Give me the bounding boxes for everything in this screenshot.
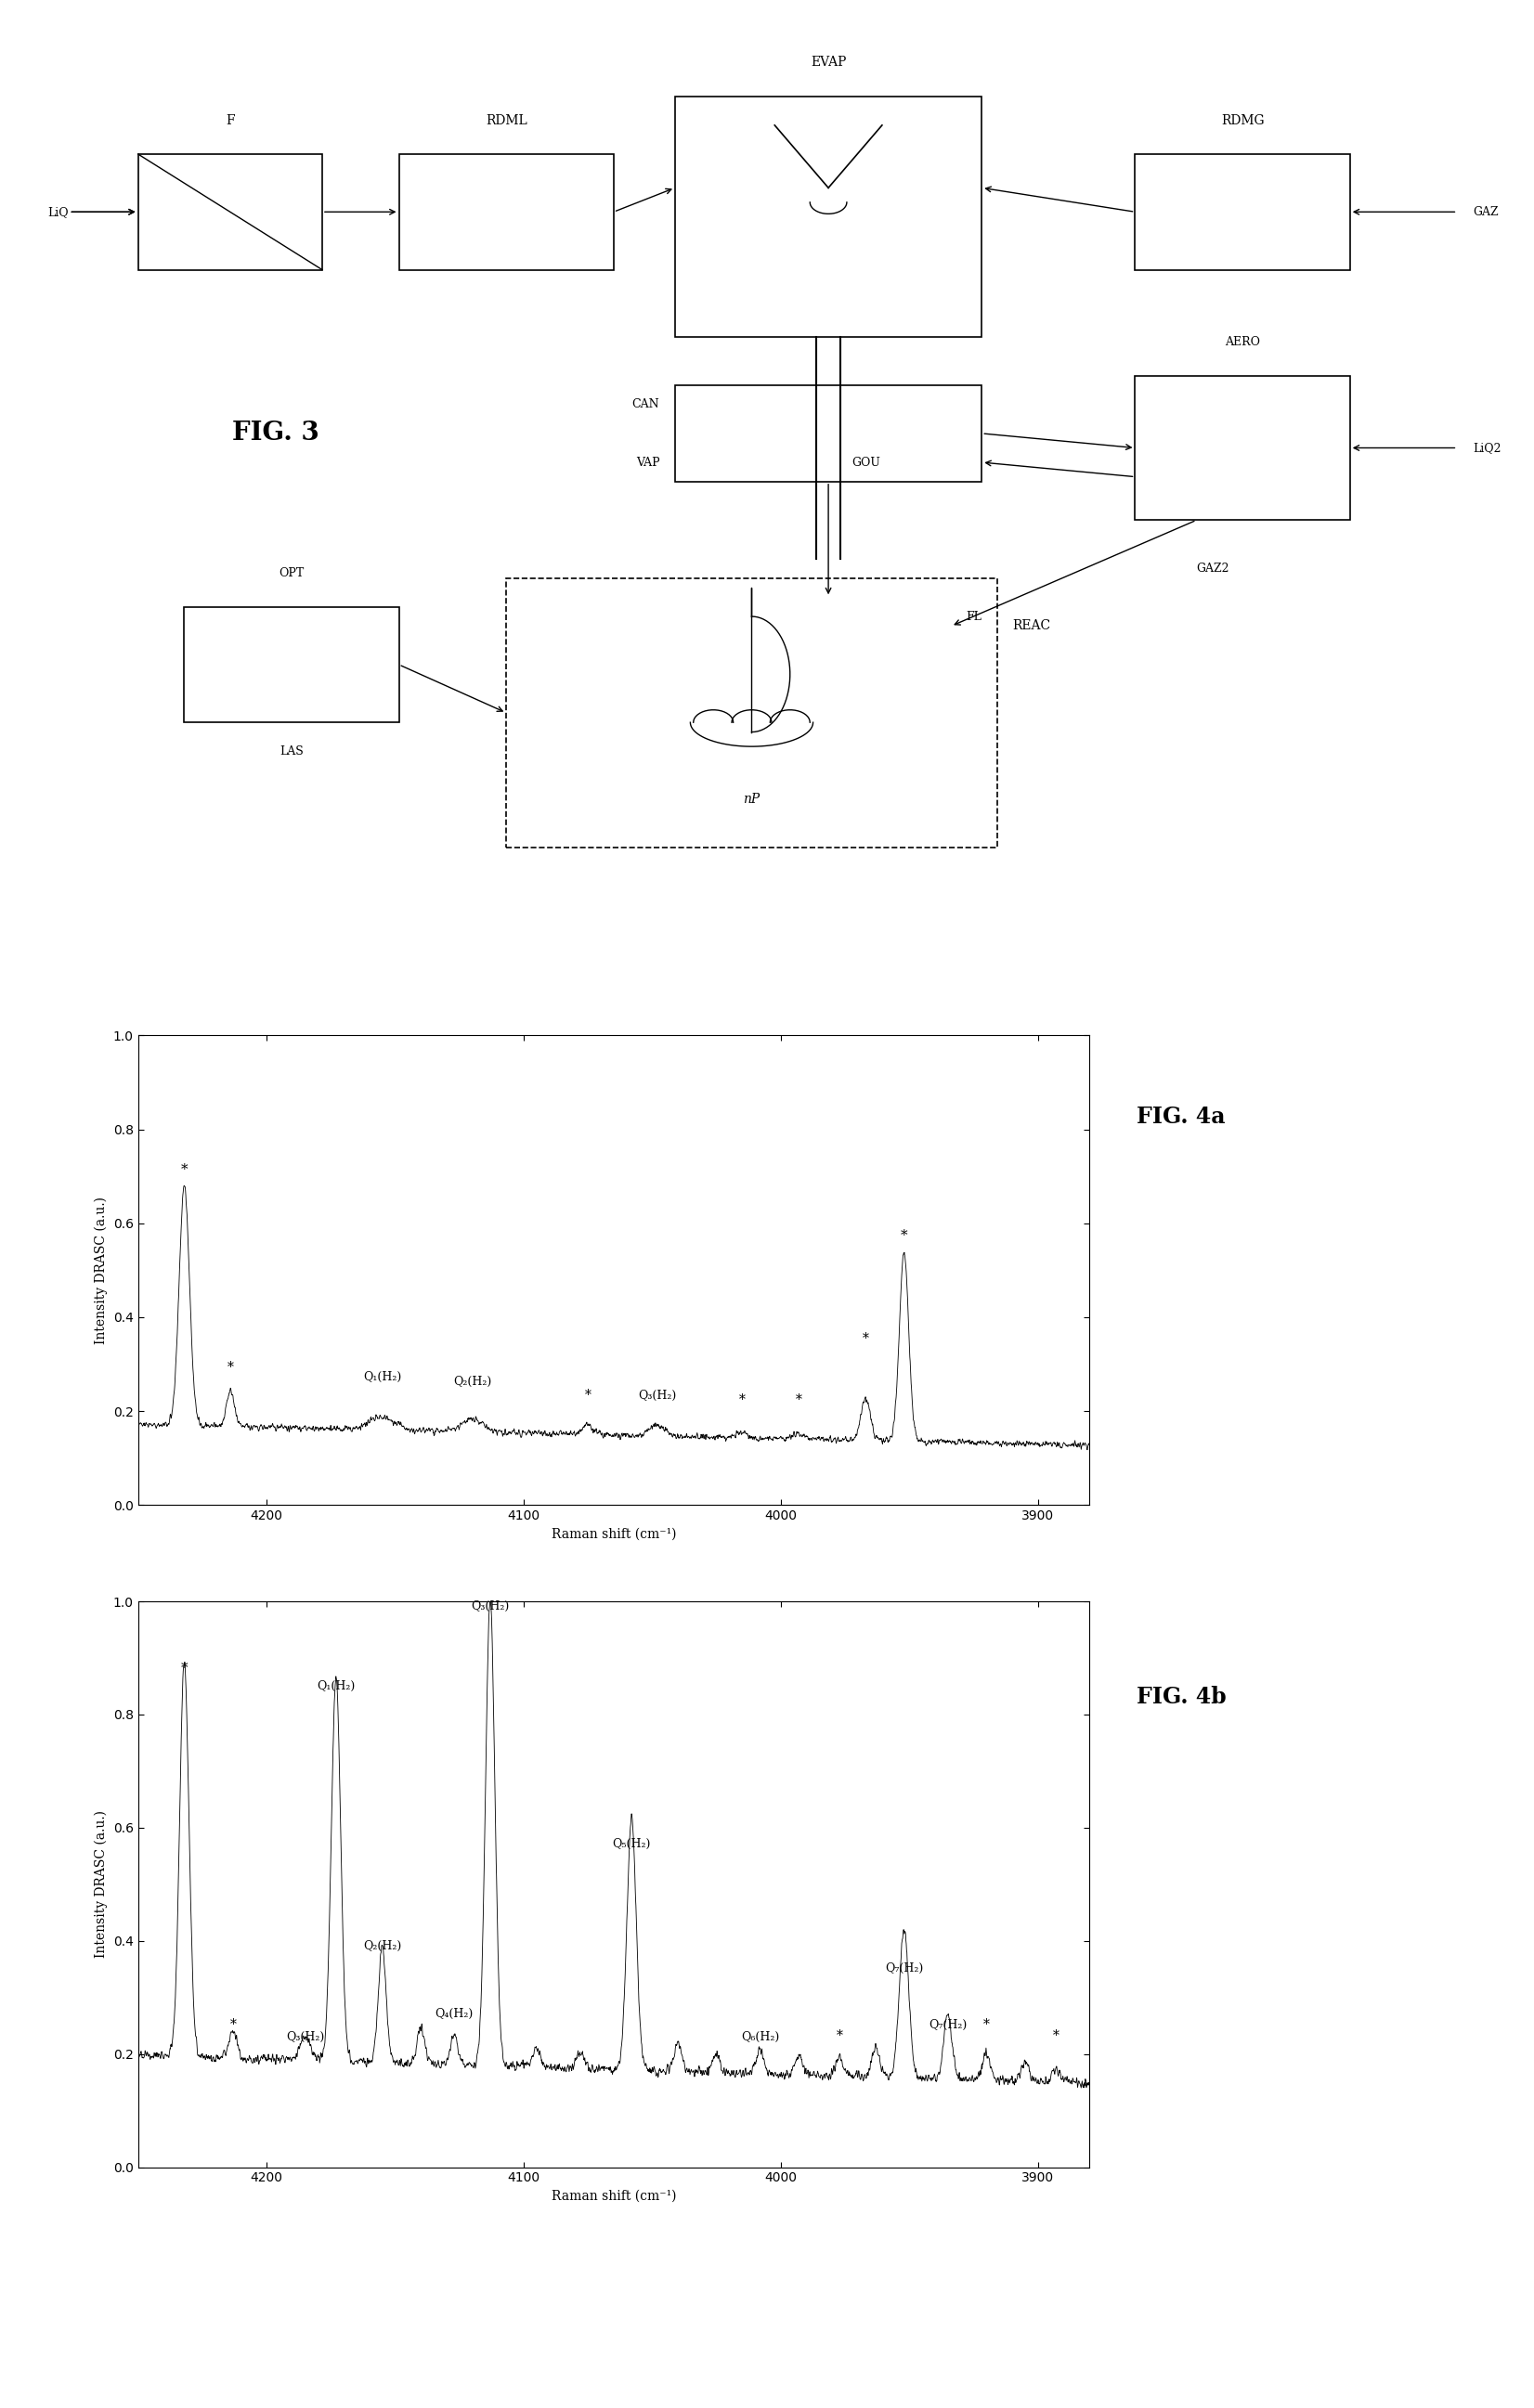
- Text: *: *: [181, 1662, 187, 1676]
- Text: *: *: [1052, 2030, 1058, 2042]
- Text: LiQ: LiQ: [48, 205, 69, 219]
- Text: *: *: [900, 1228, 908, 1243]
- Text: REAC: REAC: [1012, 619, 1051, 633]
- Text: *: *: [230, 2018, 236, 2032]
- X-axis label: Raman shift (cm⁻¹): Raman shift (cm⁻¹): [551, 2189, 676, 2203]
- Text: OPT: OPT: [279, 566, 304, 580]
- Text: FL: FL: [966, 609, 982, 624]
- Text: RDML: RDML: [485, 113, 528, 128]
- Y-axis label: Intensity DRASC (a.u.): Intensity DRASC (a.u.): [95, 1811, 107, 1958]
- Text: Q₅(H₂): Q₅(H₂): [612, 1837, 650, 1849]
- Text: *: *: [739, 1394, 746, 1406]
- Text: GAZ2: GAZ2: [1197, 561, 1229, 576]
- Text: *: *: [584, 1389, 591, 1401]
- Bar: [1135, 154, 1350, 270]
- Text: GOU: GOU: [851, 455, 881, 470]
- Bar: [184, 607, 399, 722]
- Text: Q₄(H₂): Q₄(H₂): [436, 2008, 474, 2020]
- Text: *: *: [862, 1332, 868, 1346]
- Text: Q₇(H₂): Q₇(H₂): [928, 2020, 966, 2032]
- Text: VAP: VAP: [635, 455, 660, 470]
- Text: FIG. 4a: FIG. 4a: [1137, 1105, 1226, 1129]
- X-axis label: Raman shift (cm⁻¹): Raman shift (cm⁻¹): [551, 1527, 676, 1541]
- Bar: [675, 385, 982, 482]
- Text: RDMG: RDMG: [1221, 113, 1264, 128]
- Text: CAN: CAN: [632, 397, 660, 412]
- Text: Q₃(H₂): Q₃(H₂): [471, 1601, 509, 1613]
- Text: FIG. 4b: FIG. 4b: [1137, 1686, 1227, 1710]
- Text: EVAP: EVAP: [810, 55, 847, 70]
- Bar: [138, 154, 322, 270]
- Text: F: F: [225, 113, 235, 128]
- Text: *: *: [836, 2030, 844, 2042]
- Bar: [675, 96, 982, 337]
- Bar: [1135, 376, 1350, 520]
- Text: FIG. 3: FIG. 3: [233, 421, 319, 445]
- Text: Q₃(H₂): Q₃(H₂): [285, 2030, 324, 2042]
- Text: Q₇(H₂): Q₇(H₂): [885, 1963, 923, 1975]
- Text: LAS: LAS: [279, 744, 304, 759]
- Text: *: *: [181, 1163, 187, 1175]
- Text: Q₂(H₂): Q₂(H₂): [453, 1375, 491, 1387]
- Text: Q₆(H₂): Q₆(H₂): [741, 2030, 779, 2042]
- Bar: [506, 578, 997, 848]
- Text: *: *: [227, 1361, 233, 1373]
- Text: AERO: AERO: [1224, 335, 1261, 349]
- Text: Q₁(H₂): Q₁(H₂): [318, 1681, 356, 1693]
- Text: Q₂(H₂): Q₂(H₂): [364, 1941, 402, 1953]
- Text: Q₁(H₂): Q₁(H₂): [364, 1370, 402, 1382]
- Text: *: *: [983, 2018, 989, 2032]
- Text: nP: nP: [742, 792, 761, 807]
- Text: LiQ2: LiQ2: [1473, 441, 1500, 455]
- Y-axis label: Intensity DRASC (a.u.): Intensity DRASC (a.u.): [95, 1197, 107, 1344]
- Text: GAZ: GAZ: [1473, 205, 1499, 219]
- Bar: [399, 154, 614, 270]
- Text: Q₃(H₂): Q₃(H₂): [638, 1389, 676, 1401]
- Text: *: *: [796, 1394, 802, 1406]
